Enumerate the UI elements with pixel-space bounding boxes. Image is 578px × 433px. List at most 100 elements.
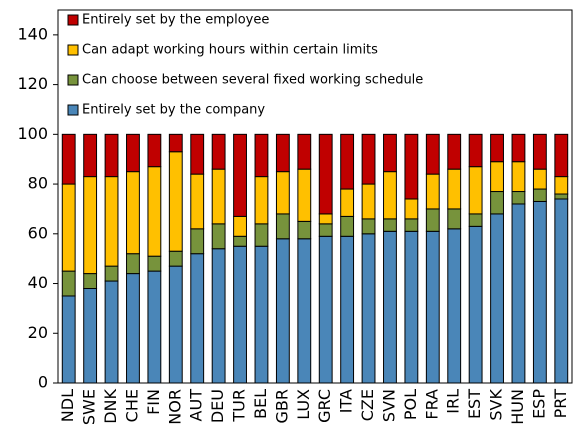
y-tick-label: 60 xyxy=(28,223,48,242)
bar-segment xyxy=(147,270,162,384)
bar-segment xyxy=(104,133,119,178)
bar-segment xyxy=(275,213,290,240)
x-tick-label: POL xyxy=(401,389,420,420)
bar-segment xyxy=(490,161,504,193)
bar-segment xyxy=(318,133,333,215)
x-tick-label: NDL xyxy=(58,389,77,422)
bar-segment xyxy=(404,230,419,384)
bar-segment xyxy=(404,198,419,220)
x-tick-label: SVN xyxy=(379,389,398,422)
bar-segment xyxy=(61,183,76,272)
bar-segment xyxy=(83,176,98,275)
x-tick-label: GRC xyxy=(315,389,334,423)
x-tick-label: EST xyxy=(465,389,484,419)
legend-label: Can adapt working hours within certain l… xyxy=(82,43,378,58)
y-tick-label: 140 xyxy=(17,24,48,43)
bar-segment xyxy=(254,176,269,225)
bar-segment xyxy=(233,235,247,247)
bar-segment xyxy=(554,193,569,200)
bar-segment xyxy=(147,166,162,257)
bar-segment xyxy=(532,168,547,190)
legend-swatch xyxy=(67,74,79,86)
bar-segment xyxy=(425,133,440,175)
bar-segment xyxy=(147,133,162,168)
bar-segment xyxy=(468,225,483,384)
y-tick-label: 100 xyxy=(17,124,48,143)
x-tick-label: DNK xyxy=(101,388,120,423)
bar-segment xyxy=(147,255,162,272)
x-tick-label: NOR xyxy=(165,389,184,425)
bar-segment xyxy=(447,168,462,210)
bar-segment xyxy=(532,133,547,170)
bar-segment xyxy=(490,213,504,384)
bar-segment xyxy=(233,215,247,237)
y-tick-label: 20 xyxy=(28,323,48,342)
bar-segment xyxy=(168,265,183,384)
bar-segment xyxy=(447,208,462,230)
bar-segment xyxy=(254,245,269,384)
bar-segment xyxy=(554,198,569,384)
bar-segment xyxy=(468,213,483,227)
legend-label: Entirely set by the employee xyxy=(82,13,269,28)
bar-segment xyxy=(340,133,355,190)
x-tick-label: ESP xyxy=(529,389,548,419)
legend-label: Can choose between several fixed working… xyxy=(82,73,423,88)
bar-segment xyxy=(61,295,76,384)
bar-segment xyxy=(318,213,333,225)
bar-segment xyxy=(126,133,140,173)
bar-segment xyxy=(211,248,226,384)
bar-segment xyxy=(61,133,76,185)
bar-segment xyxy=(511,133,526,163)
x-tick-label: PRT xyxy=(551,389,570,419)
bar-segment xyxy=(168,151,183,252)
bar-segment xyxy=(297,168,312,222)
bar-segment xyxy=(190,253,205,384)
bar-segment xyxy=(275,171,290,215)
bar-segment xyxy=(297,133,312,170)
y-tick-label: 80 xyxy=(28,174,48,193)
bar-segment xyxy=(297,220,312,240)
bar-segment xyxy=(126,273,140,384)
x-tick-label: DEU xyxy=(208,389,227,423)
x-tick-label: BEL xyxy=(251,389,270,419)
bar-segment xyxy=(490,133,504,163)
bar-segment xyxy=(233,245,247,384)
x-tick-label: ITA xyxy=(337,389,356,413)
x-tick-label: IRL xyxy=(444,389,463,414)
bar-segment xyxy=(104,176,119,267)
bar-segment xyxy=(468,166,483,215)
bar-segment xyxy=(554,133,569,178)
bar-segment xyxy=(168,250,183,267)
bar-segment xyxy=(383,218,397,232)
x-tick-label: AUT xyxy=(187,389,206,422)
bar-segment xyxy=(511,191,526,205)
bar-segment xyxy=(361,218,376,235)
x-tick-label: HUN xyxy=(508,389,527,425)
bar-segment xyxy=(104,280,119,384)
x-tick-label: SWE xyxy=(80,389,99,425)
bar-segment xyxy=(425,173,440,210)
bar-segment xyxy=(383,171,397,220)
bar-segment xyxy=(318,235,333,384)
x-tick-label: CHE xyxy=(122,389,141,422)
x-tick-label: SVK xyxy=(487,388,506,420)
bar-segment xyxy=(83,133,98,178)
bar-segment xyxy=(447,228,462,384)
bar-segment xyxy=(126,171,140,255)
x-tick-label: LUX xyxy=(294,389,313,420)
bar-segment xyxy=(126,253,140,275)
bar-segment xyxy=(233,133,247,217)
bar-segment xyxy=(340,215,355,237)
x-tick-label: GBR xyxy=(272,389,291,424)
bar-segment xyxy=(383,230,397,384)
bar-segment xyxy=(83,288,98,384)
bar-segment xyxy=(425,230,440,384)
bar-segment xyxy=(532,188,547,202)
x-tick-label: FIN xyxy=(144,389,163,415)
legend-swatch xyxy=(67,44,79,56)
legend-swatch xyxy=(67,104,79,116)
x-tick-label: CZE xyxy=(358,389,377,421)
bar-segment xyxy=(404,133,419,200)
bar-segment xyxy=(318,223,333,237)
